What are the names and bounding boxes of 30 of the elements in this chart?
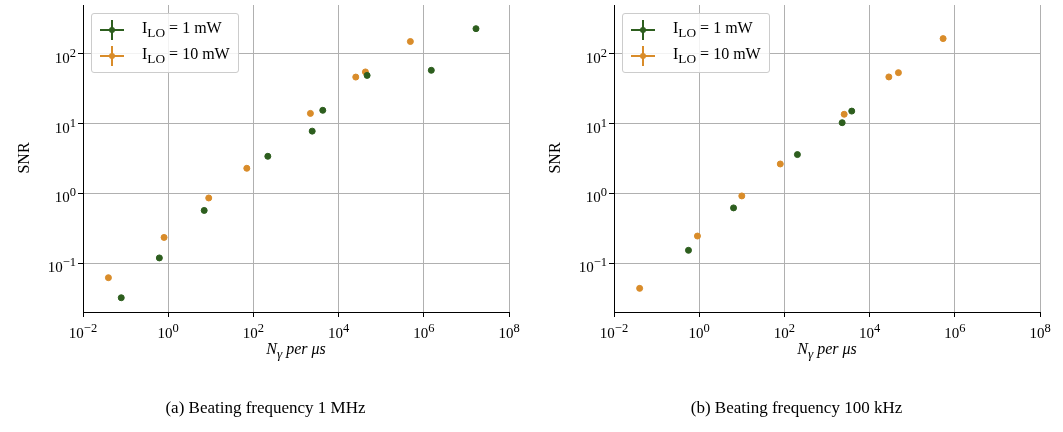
legend-label: I$_{LO}$ = 1 mW (142, 18, 222, 42)
y-tick-label: 10$^{−1}$ (578, 254, 607, 277)
x-tick-label: 10$^{2}$ (773, 321, 796, 341)
x-tick-label: 10$^{8}$ (497, 320, 521, 342)
x-tick-label: 10$^{−2}$ (598, 320, 630, 342)
x-tick-label: 10$^{4}$ (327, 321, 350, 341)
x-tick-label: 10$^{2}$ (242, 321, 265, 341)
legend-label: I$_{LO}$ = 1 mW (673, 18, 753, 42)
y-tick-label: 10$^{2}$ (54, 44, 76, 67)
x-tick-label: 10$^{4}$ (858, 321, 881, 341)
x-tick-label: 10$^{8}$ (1028, 320, 1052, 342)
x-axis-title: N$_{γ}$ per μs (797, 340, 857, 362)
y-tick-label: 10$^{1}$ (585, 114, 607, 137)
y-axis-title: SNR (545, 141, 564, 174)
legend-label: I$_{LO}$ = 10 mW (142, 44, 230, 68)
y-tick-label: 10$^{0}$ (585, 184, 607, 207)
x-tick-label: 10$^{6}$ (943, 320, 967, 342)
legend-label: I$_{LO}$ = 10 mW (673, 44, 761, 68)
y-tick-label: 10$^{1}$ (54, 114, 76, 137)
x-axis-title: N$_{γ}$ per μs (266, 340, 326, 362)
x-tick-label: 10$^{0}$ (687, 320, 711, 342)
y-tick-label: 10$^{−1}$ (47, 254, 76, 277)
x-tick-label: 10$^{−2}$ (67, 320, 99, 342)
x-tick-label: 10$^{6}$ (412, 320, 436, 342)
y-axis-title: SNR (14, 141, 33, 174)
text: (a) Beating frequency 1 MHz (164, 398, 367, 418)
x-tick-label: 10$^{0}$ (156, 320, 180, 342)
text: (b) Beating frequency 100 kHz (689, 398, 904, 418)
y-tick-label: 10$^{0}$ (54, 184, 76, 207)
y-tick-label: 10$^{2}$ (585, 44, 607, 67)
